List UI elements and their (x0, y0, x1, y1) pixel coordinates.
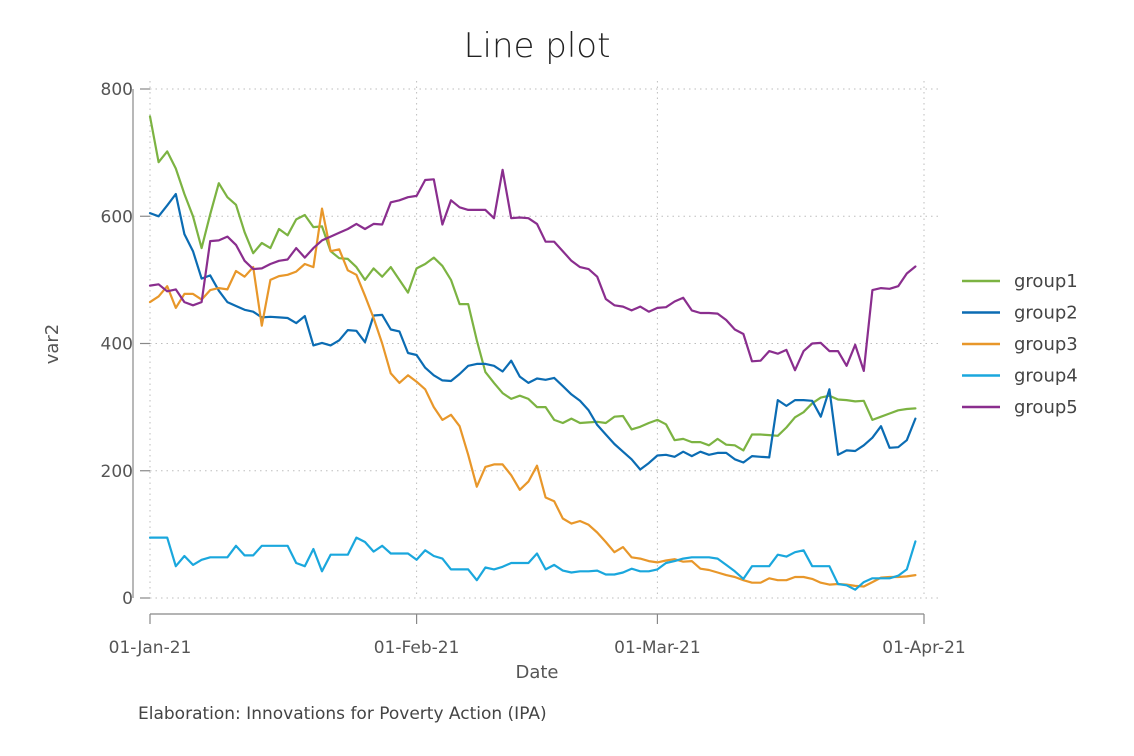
legend-label-group3: group3 (1014, 334, 1078, 355)
series-line-group3 (148, 207, 917, 588)
y-tick-label: 200 (101, 462, 133, 482)
x-tick-label: 01-Jan-21 (109, 638, 192, 658)
x-axis-label: Date (515, 662, 558, 683)
x-tick-label: 01-Feb-21 (374, 638, 460, 658)
chart-title: Line plot (464, 26, 611, 66)
legend-label-group4: group4 (1014, 366, 1078, 387)
y-tick-label: 0 (122, 589, 133, 609)
series-layer (148, 115, 917, 591)
y-tick-label: 600 (101, 207, 133, 227)
caption: Elaboration: Innovations for Poverty Act… (138, 704, 547, 724)
y-tick-label: 800 (101, 80, 133, 100)
series-line-group1 (148, 115, 917, 452)
legend-label-group2: group2 (1014, 303, 1078, 324)
grid-layer (149, 81, 940, 599)
series-line-group2 (148, 192, 917, 471)
series-line-group4 (148, 536, 917, 591)
y-tick-label: 400 (101, 335, 133, 355)
series-line-group5 (148, 168, 917, 372)
legend: group1 group2 group3 group4 group5 (962, 271, 1078, 418)
x-tick-label: 01-Apr-21 (882, 638, 965, 658)
y-axis-label: var2 (42, 324, 63, 365)
axes-layer: 0 200 400 600 800 01-Jan-21 01-Feb-21 01-Mar-21… (101, 80, 966, 658)
legend-label-group5: group5 (1014, 397, 1078, 418)
legend-label-group1: group1 (1014, 271, 1078, 292)
x-tick-label: 01-Mar-21 (614, 638, 701, 658)
